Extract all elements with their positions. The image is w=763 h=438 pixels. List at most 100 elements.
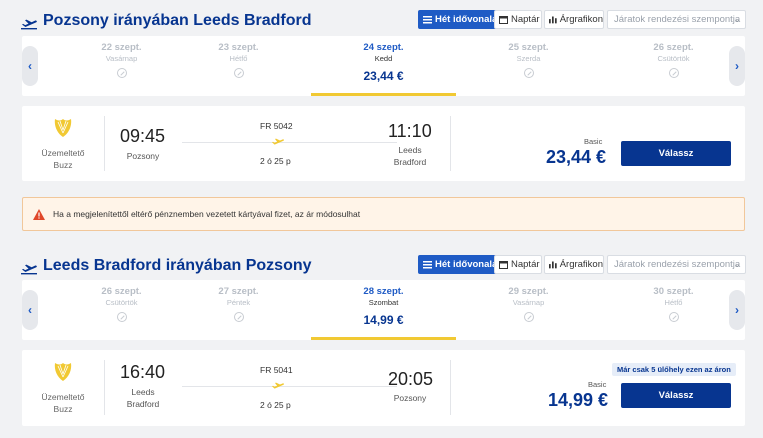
arrival-time: 11:10: [388, 121, 432, 141]
departure-time: 09:45: [120, 126, 166, 146]
date-label: 22 szept.: [101, 42, 142, 53]
date-tile[interactable]: 22 szept. Vasárnap: [49, 36, 194, 96]
chevron-down-icon: ⌄: [733, 14, 741, 24]
warning-text: Ha a megjelenítettől eltérő pénznemben v…: [53, 209, 361, 219]
departure-city-line-1: Leeds: [131, 387, 155, 397]
divider: [104, 116, 105, 171]
weekday-label: Szerda: [516, 54, 541, 63]
operator-title: Üzemeltető: [41, 392, 85, 402]
sort-select[interactable]: Járatok rendezési szempontja ⌄: [607, 10, 746, 29]
date-tile[interactable]: 29 szept. Vasárnap: [456, 280, 601, 340]
plane-icon: [272, 138, 285, 145]
chart-view-label: Árgrafikon: [559, 14, 603, 25]
bar-chart-icon: [549, 16, 557, 24]
chart-view-button[interactable]: Árgrafikon: [544, 255, 604, 274]
no-flight-icon: [233, 312, 244, 322]
calendar-view-button[interactable]: Naptár: [494, 10, 542, 29]
date-tile[interactable]: 26 szept. Csütörtök: [601, 36, 746, 96]
plane-icon: [21, 19, 37, 30]
calendar-view-button[interactable]: Naptár: [494, 255, 542, 274]
flight-duration: 2 ó 25 p: [260, 400, 291, 410]
arrival-city: Leeds Bradford: [380, 144, 440, 168]
no-flight-icon: [668, 68, 679, 78]
fare-type: Basic: [584, 137, 603, 146]
select-flight-button[interactable]: Válassz: [621, 141, 731, 166]
weekday-label: Hétfő: [229, 54, 248, 63]
select-flight-button[interactable]: Válassz: [621, 383, 731, 408]
date-label: 27 szept.: [218, 286, 259, 297]
date-label: 30 szept.: [653, 286, 694, 297]
currency-warning: Ha a megjelenítettől eltérő pénznemben v…: [22, 197, 745, 231]
timeline-icon: [423, 261, 432, 269]
day-price: 23,44 €: [363, 69, 404, 83]
date-tile[interactable]: 23 szept. Hétfő: [166, 36, 311, 96]
operator-name: Buzz: [53, 404, 73, 414]
no-flight-icon: [668, 312, 679, 322]
plane-icon: [272, 382, 285, 389]
route-title: Leeds Bradford irányában Pozsony: [43, 257, 312, 274]
no-flight-icon: [523, 68, 534, 78]
calendar-icon: [499, 261, 508, 269]
prev-week-button[interactable]: ‹: [22, 290, 38, 330]
chart-view-label: Árgrafikon: [559, 259, 603, 270]
fare-price: 14,99 €: [548, 390, 609, 410]
date-label: 26 szept.: [101, 286, 142, 297]
fare-type: Basic: [588, 380, 607, 389]
harp-logo-icon: [54, 119, 72, 137]
inbound-date-strip: ‹ 26 szept. Csütörtök 27 szept. Péntek 2…: [22, 280, 745, 340]
next-week-button[interactable]: ›: [729, 290, 745, 330]
chevron-left-icon: ‹: [28, 303, 32, 317]
operator-title: Üzemeltető: [41, 148, 85, 158]
divider: [450, 360, 451, 415]
inbound-flight-card: Üzemeltető Buzz 16:40 Leeds Bradford FR …: [22, 350, 745, 426]
date-tile[interactable]: 26 szept. Csütörtök: [49, 280, 194, 340]
date-tile[interactable]: 25 szept. Szerda: [456, 36, 601, 96]
date-tile[interactable]: 27 szept. Péntek: [166, 280, 311, 340]
warning-icon: [33, 208, 45, 220]
route-title: Pozsony irányában Leeds Bradford: [43, 12, 312, 29]
plane-icon: [21, 264, 37, 275]
weekday-label: Szombat: [368, 298, 399, 307]
harp-logo-icon: [54, 363, 72, 381]
outbound-flight-card: Üzemeltető Buzz 09:45 Pozsony FR 5042 2 …: [22, 106, 745, 181]
departure-city: Leeds Bradford: [114, 386, 172, 410]
next-week-button[interactable]: ›: [729, 46, 745, 86]
date-tile-selected[interactable]: 24 szept. Kedd 23,44 €: [311, 36, 456, 96]
week-view-button[interactable]: Hét idővonala: [418, 10, 508, 29]
weekday-label: Vasárnap: [105, 54, 138, 63]
sort-placeholder: Járatok rendezési szempontja: [614, 14, 741, 25]
operator-label: Üzemeltető Buzz: [22, 147, 104, 171]
no-flight-icon: [523, 312, 534, 322]
weekday-label: Hétfő: [664, 298, 683, 307]
arrival-city-line-2: Bradford: [393, 157, 427, 167]
chevron-down-icon: ⌄: [733, 259, 741, 269]
chevron-left-icon: ‹: [28, 59, 32, 73]
weekday-label: Csütörtök: [105, 298, 138, 307]
arrival-time: 20:05: [388, 369, 434, 389]
week-view-button[interactable]: Hét idővonala: [418, 255, 508, 274]
chart-view-button[interactable]: Árgrafikon: [544, 10, 604, 29]
day-price: 14,99 €: [363, 313, 404, 327]
sort-select[interactable]: Járatok rendezési szempontja ⌄: [607, 255, 746, 274]
weekday-label: Csütörtök: [657, 54, 690, 63]
operator-label: Üzemeltető Buzz: [22, 391, 104, 415]
bar-chart-icon: [549, 261, 557, 269]
date-tile[interactable]: 30 szept. Hétfő: [601, 280, 746, 340]
arrival-city-line-1: Leeds: [398, 145, 422, 155]
flight-number: FR 5041: [260, 365, 293, 375]
date-label: 26 szept.: [653, 42, 694, 53]
chevron-right-icon: ›: [735, 59, 739, 73]
outbound-header: Pozsony irányában Leeds Bradford Hét idő…: [0, 8, 763, 38]
route-line: [182, 386, 397, 387]
chevron-right-icon: ›: [735, 303, 739, 317]
timeline-icon: [423, 16, 432, 24]
divider: [104, 360, 105, 415]
date-label: 24 szept.: [363, 42, 404, 53]
week-view-label: Hét idővonala: [435, 259, 498, 270]
operator-name: Buzz: [53, 160, 73, 170]
date-tile-selected[interactable]: 28 szept. Szombat 14,99 €: [311, 280, 456, 340]
departure-time: 16:40: [120, 362, 166, 382]
prev-week-button[interactable]: ‹: [22, 46, 38, 86]
calendar-icon: [499, 16, 508, 24]
weekday-label: Péntek: [226, 298, 251, 307]
